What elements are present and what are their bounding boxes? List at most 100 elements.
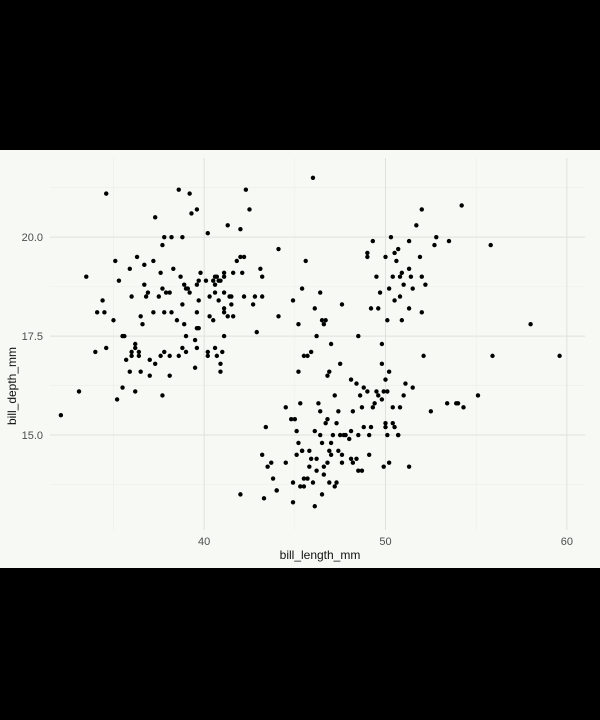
data-point <box>419 310 424 315</box>
data-point <box>261 496 267 501</box>
data-point <box>323 420 328 426</box>
data-point <box>138 314 143 319</box>
data-point <box>162 349 167 355</box>
data-point <box>356 333 361 339</box>
data-point <box>167 373 172 378</box>
data-point <box>234 258 239 264</box>
data-point <box>182 322 187 327</box>
data-point <box>414 223 419 228</box>
data-point <box>394 258 399 264</box>
data-point <box>396 246 401 252</box>
data-point <box>176 187 181 192</box>
chart-panel: 40 50 60 15.0 17.5 20.0 bill_length_mm bill_d… <box>0 150 600 568</box>
data-point <box>366 452 372 458</box>
data-point <box>203 278 209 283</box>
data-point <box>386 460 392 465</box>
data-point <box>238 492 243 497</box>
data-point <box>259 274 265 279</box>
data-point <box>229 302 234 307</box>
data-point <box>104 345 109 351</box>
data-point <box>319 440 325 446</box>
x-tick-label: 60 <box>561 536 573 548</box>
data-point <box>365 389 370 394</box>
data-point <box>312 428 317 434</box>
data-point <box>93 349 98 355</box>
data-point <box>171 266 176 272</box>
data-point <box>528 322 533 327</box>
data-point <box>216 298 221 303</box>
data-point <box>328 440 334 446</box>
data-point <box>334 420 339 426</box>
data-point <box>140 322 145 327</box>
data-point <box>325 373 330 378</box>
data-point <box>290 298 296 303</box>
data-point <box>339 460 345 465</box>
data-point <box>247 207 252 212</box>
data-point <box>348 428 354 434</box>
data-point <box>114 397 120 402</box>
data-point <box>136 349 142 355</box>
data-point <box>312 306 317 311</box>
data-point <box>183 333 189 339</box>
data-point <box>488 242 493 248</box>
data-point <box>134 254 140 260</box>
data-point <box>372 401 377 406</box>
data-point <box>383 377 388 382</box>
data-point <box>428 409 434 414</box>
data-point <box>307 464 312 469</box>
data-point <box>332 484 337 489</box>
data-point <box>230 270 236 275</box>
data-point <box>152 361 158 366</box>
data-point <box>167 353 172 359</box>
data-point <box>221 274 227 279</box>
data-point <box>263 424 269 430</box>
data-point <box>194 282 200 287</box>
data-point <box>151 258 156 264</box>
data-point <box>308 456 314 461</box>
data-point <box>390 420 395 426</box>
data-point <box>143 294 149 299</box>
data-point <box>406 464 412 469</box>
data-point <box>383 424 388 430</box>
data-point <box>376 393 381 398</box>
data-point <box>321 472 327 477</box>
data-point <box>347 436 352 442</box>
data-point <box>401 393 406 398</box>
data-point <box>310 480 316 485</box>
data-point <box>250 302 256 307</box>
data-point <box>397 274 403 279</box>
data-point <box>123 357 129 363</box>
data-point <box>294 428 299 434</box>
data-point <box>194 310 200 315</box>
data-point <box>211 318 216 323</box>
scatter-chart: 40 50 60 15.0 17.5 20.0 bill_length_mm bill_d… <box>5 158 585 562</box>
data-point <box>187 191 192 196</box>
data-point <box>160 393 165 398</box>
data-point <box>156 294 162 299</box>
data-point <box>323 318 328 323</box>
data-point <box>196 298 201 303</box>
data-point <box>350 460 356 465</box>
data-point <box>410 286 415 291</box>
x-tick-label: 50 <box>379 536 391 548</box>
data-point <box>218 361 223 366</box>
data-point <box>327 369 332 374</box>
data-point <box>102 310 107 315</box>
y-tick-label: 20.0 <box>22 232 43 244</box>
data-point <box>454 401 459 406</box>
data-point <box>383 254 388 260</box>
data-point <box>100 298 105 303</box>
x-tick-label: 40 <box>198 536 210 548</box>
data-point <box>305 353 310 359</box>
data-point <box>174 318 180 323</box>
data-point <box>406 238 412 244</box>
data-point <box>385 389 390 394</box>
data-point <box>314 468 319 473</box>
data-point <box>368 306 374 311</box>
data-point <box>274 488 279 493</box>
data-point <box>399 318 405 323</box>
data-point <box>158 270 163 275</box>
data-point <box>221 333 227 339</box>
data-point <box>238 254 243 260</box>
data-point <box>218 369 223 374</box>
